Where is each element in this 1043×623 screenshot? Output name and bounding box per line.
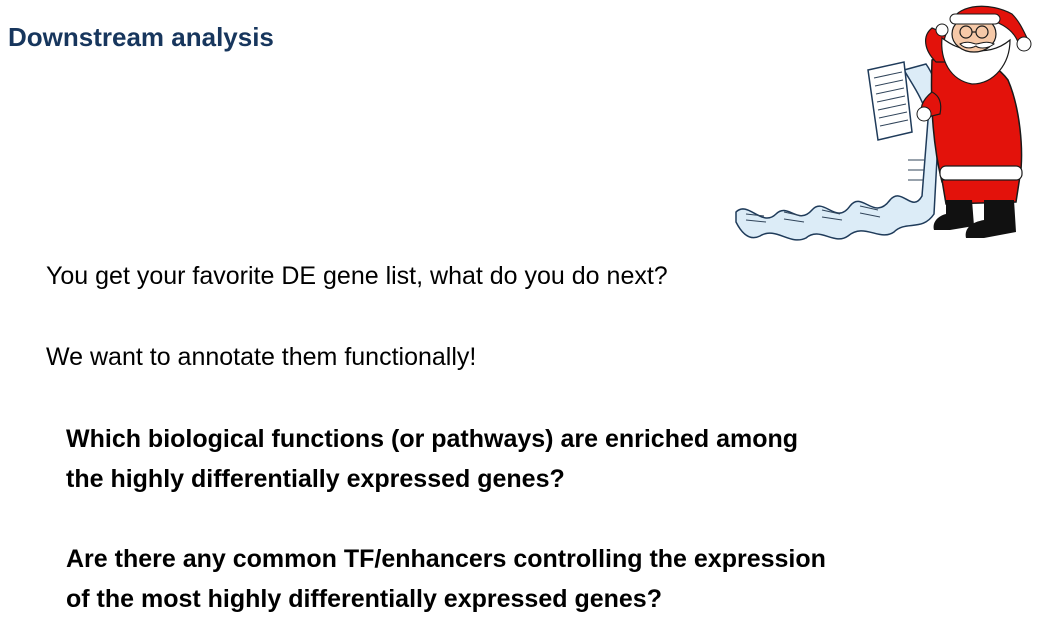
question-line: Are there any common TF/enhancers contro… (66, 545, 826, 573)
question-functions: Which biological functions (or pathways)… (66, 419, 1006, 499)
question-tf-enhancers: Are there any common TF/enhancers contro… (66, 539, 1006, 619)
santa-illustration (728, 0, 1042, 244)
santa-with-list-icon (735, 5, 1032, 241)
goal-line: We want to annotate them functionally! (46, 343, 477, 371)
boot-left-icon (933, 200, 974, 230)
question-line: of the most highly differentially expres… (66, 585, 662, 613)
scroll-text-icon (745, 159, 924, 223)
question-line: Which biological functions (or pathways)… (66, 425, 799, 453)
intro-line: You get your favorite DE gene list, what… (46, 262, 668, 290)
question-line: the highly differentially expressed gene… (66, 465, 565, 493)
slide-title: Downstream analysis (8, 22, 274, 52)
boot-right-icon (965, 200, 1016, 238)
paper-icon (867, 61, 913, 141)
